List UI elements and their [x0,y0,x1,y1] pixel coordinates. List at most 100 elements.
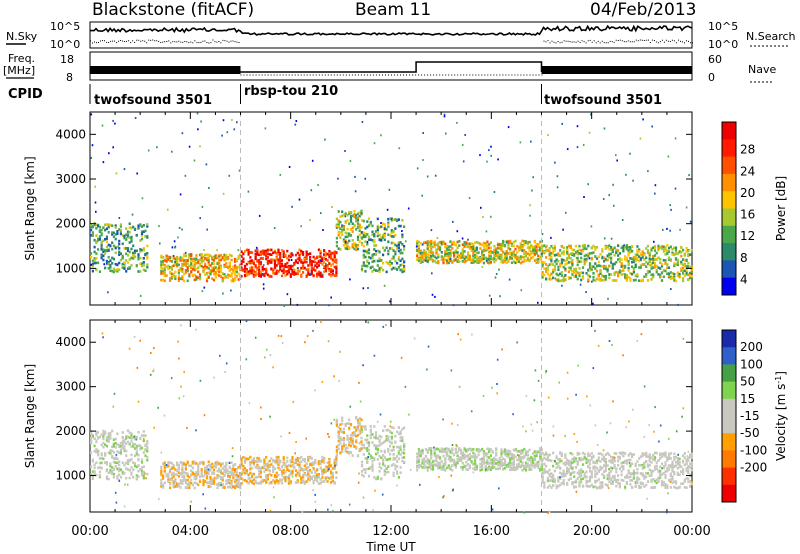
echo-cell-0-6 [560,258,563,261]
echo-cell-0-2 [263,251,266,254]
echo-cell-0-1 [160,269,163,273]
echo-cell-1-4 [383,456,386,459]
echo-cell-0-2 [300,261,303,264]
echo-cell-0-5 [453,254,456,257]
echo-cell-1-2 [266,464,269,467]
echo-cell-0-1 [162,261,165,265]
echo-cell-1-1 [179,481,182,485]
echo-cell-1-5 [417,451,420,454]
echo-cell-0-4 [369,238,372,241]
echo-cell-1-4 [385,438,388,442]
echo-cell-1-0 [119,452,122,456]
echo-cell-0-2 [280,269,284,273]
power-colorbar-swatch [722,173,736,192]
echo-cell-0-6 [653,254,657,257]
echo-cell-1-5 [447,466,450,470]
noise-cell [397,258,400,261]
noise-cell [495,273,498,275]
echo-cell-1-2 [314,470,317,473]
echo-cell-0-5 [467,251,470,254]
echo-cell-1-5 [444,447,447,451]
echo-cell-0-4 [382,234,385,237]
echo-cell-0-6 [604,278,607,281]
echo-cell-0-2 [272,271,275,275]
echo-cell-0-5 [523,258,526,262]
echo-cell-0-5 [479,257,482,260]
echo-cell-1-2 [240,460,243,463]
echo-cell-0-1 [160,264,163,268]
echo-cell-1-4 [378,444,381,447]
echo-cell-0-0 [98,235,101,238]
echo-cell-0-5 [517,246,521,249]
noise-cell [467,238,469,241]
echo-cell-1-0 [146,447,149,450]
noise-cell [443,115,446,118]
noise-cell [462,160,465,163]
echo-cell-1-1 [216,469,219,473]
echo-cell-0-4 [390,262,393,265]
echo-cell-0-1 [163,268,166,272]
echo-cell-0-5 [456,260,459,263]
echo-cell-0-1 [232,278,235,281]
echo-cell-1-1 [197,473,200,476]
noise-cell [158,225,160,228]
echo-cell-0-6 [625,247,628,251]
noise-cell [493,191,496,193]
echo-cell-0-1 [207,263,210,267]
echo-cell-0-5 [481,255,484,258]
echo-cell-1-1 [235,471,238,474]
echo-cell-0-6 [687,278,690,281]
echo-cell-0-6 [559,279,562,283]
echo-cell-0-0 [142,264,145,267]
echo-cell-0-2 [256,258,259,262]
echo-cell-1-5 [474,453,477,457]
echo-cell-0-2 [310,264,313,267]
echo-cell-0-0 [114,262,117,266]
echo-cell-0-0 [100,254,103,258]
echo-cell-0-6 [599,253,602,256]
echo-cell-0-4 [387,221,390,225]
echo-cell-1-1 [218,470,221,473]
echo-cell-0-2 [333,250,336,254]
echo-cell-1-5 [507,461,510,465]
echo-cell-0-0 [107,231,110,234]
noise-cell [401,230,403,232]
echo-cell-0-3 [341,224,344,227]
echo-cell-0-5 [421,251,424,255]
echo-cell-0-6 [629,279,632,282]
echo-cell-0-1 [183,262,186,266]
echo-cell-0-0 [137,255,140,259]
echo-cell-0-2 [314,269,317,272]
noise-cell [96,227,98,229]
echo-cell-1-1 [167,474,170,478]
echo-cell-1-0 [93,463,96,466]
echo-cell-1-5 [484,461,487,464]
echo-cell-1-5 [416,459,419,462]
noise-cell [666,227,668,230]
echo-cell-0-6 [673,272,676,276]
echo-cell-1-2 [254,459,257,463]
echo-cell-0-6 [541,271,544,274]
echo-cell-1-1 [228,481,231,485]
echo-cell-1-1 [230,471,233,474]
echo-cell-0-6 [627,246,630,249]
echo-cell-1-0 [98,474,101,477]
echo-cell-1-5 [451,447,454,451]
echo-cell-0-5 [535,246,538,249]
echo-cell-1-5 [419,454,422,458]
echo-cell-0-1 [167,258,170,261]
echo-cell-1-2 [303,460,306,463]
echo-cell-0-1 [205,258,209,262]
echo-cell-0-6 [573,248,576,252]
noise-cell [114,122,116,125]
noise-cell [585,291,587,294]
noise-cell [562,228,564,231]
echo-cell-0-6 [652,275,655,279]
echo-cell-0-4 [394,266,397,270]
echo-cell-1-0 [114,465,117,468]
echo-cell-0-5 [419,242,422,245]
echo-cell-1-3 [353,426,356,429]
echo-cell-0-5 [440,255,443,258]
echo-cell-1-1 [228,485,231,489]
echo-cell-0-2 [293,268,296,272]
